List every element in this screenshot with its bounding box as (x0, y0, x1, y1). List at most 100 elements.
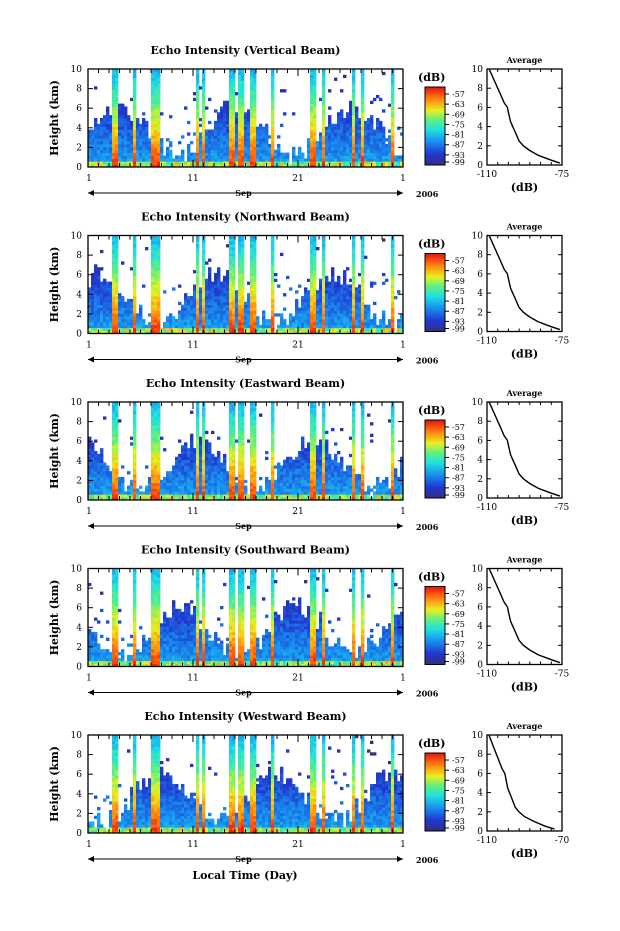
colorbar-tick-label: -57 (452, 90, 465, 99)
heatmap-cell (232, 149, 236, 153)
heatmap-cell (349, 155, 353, 159)
heatmap-cell (232, 94, 236, 99)
heatmap-cell (370, 115, 374, 119)
heatmap-cell (331, 275, 335, 280)
heatmap-cell (268, 321, 272, 326)
heatmap-cell (250, 158, 254, 162)
heatmap-cell (199, 118, 203, 122)
heatmap-cell (211, 479, 215, 484)
heatmap-cell (208, 319, 212, 323)
heatmap-cell (196, 138, 200, 142)
heatmap-cell (400, 327, 404, 332)
heatmap-cell (190, 471, 194, 475)
heatmap-cell (262, 161, 266, 165)
heatmap-cell (334, 321, 338, 326)
heatmap-cell (271, 402, 275, 406)
heatmap-cell (391, 261, 395, 265)
heatmap-cell (100, 249, 104, 254)
heatmap-cell (178, 164, 182, 168)
heatmap-cell (364, 143, 368, 148)
heatmap-cell (250, 74, 254, 79)
heatmap-cell (211, 298, 215, 303)
heatmap-cell (133, 407, 137, 412)
heatmap-cell (100, 471, 104, 475)
heatmap-cell (370, 132, 374, 136)
heatmap-cell (202, 427, 206, 432)
heatmap-cell (334, 310, 338, 314)
heatmap-cell (391, 258, 395, 262)
heatmap-cell (250, 471, 254, 475)
heatmap-cell (154, 491, 158, 495)
heatmap-cell (232, 270, 236, 274)
heatmap-cell (157, 290, 161, 294)
heatmap-cell (199, 152, 203, 156)
heatmap-cell (154, 86, 158, 90)
heatmap-cell (190, 410, 194, 414)
heatmap-cell (100, 485, 104, 489)
heatmap-cell (127, 316, 131, 320)
heatmap-cell (100, 474, 104, 478)
heatmap-cell (268, 324, 272, 329)
heatmap-cell (145, 141, 149, 145)
heatmap-cell (319, 293, 323, 297)
heatmap-cell (202, 324, 206, 329)
heatmap-cell (160, 327, 164, 332)
heatmap-cell (271, 482, 275, 486)
heatmap-cell (238, 258, 242, 262)
heatmap-cell (160, 161, 164, 165)
heatmap-cell (232, 278, 236, 283)
heatmap-cell (181, 451, 185, 455)
heatmap-cell (250, 103, 254, 107)
heatmap-cell (232, 161, 236, 165)
heatmap-cell (154, 402, 158, 406)
heatmap-cell (277, 152, 281, 156)
heatmap-cell (118, 120, 122, 125)
heatmap-cell (169, 319, 173, 323)
heatmap-cell (112, 155, 116, 159)
heatmap-cell (211, 494, 215, 498)
heatmap-cell (109, 298, 113, 303)
colorbar-tick-label: -99 (452, 158, 465, 167)
heatmap-cell (226, 138, 230, 142)
heatmap-cell (133, 324, 137, 329)
heatmap-cell (157, 316, 161, 320)
heatmap-cell (232, 298, 236, 303)
heatmap-cell (343, 304, 347, 308)
heatmap-cell (325, 290, 329, 294)
heatmap-cell (274, 158, 278, 162)
heatmap-cell (337, 293, 341, 297)
heatmap-cell (223, 103, 227, 107)
heatmap-cell (232, 485, 236, 489)
heatmap-cell (88, 287, 92, 291)
heatmap-cell (127, 485, 131, 489)
heatmap-cell (250, 316, 254, 320)
heatmap-cell (136, 158, 140, 162)
heatmap-cell (190, 152, 194, 156)
heatmap-cell (241, 474, 245, 478)
heatmap-cell (199, 132, 203, 136)
heatmap-cell (322, 298, 326, 303)
heatmap-cell (361, 310, 365, 314)
heatmap-cell (94, 281, 98, 285)
heatmap-cell (106, 293, 110, 297)
heatmap-cell (214, 126, 218, 130)
heatmap-cell (199, 298, 203, 303)
heatmap-cell (142, 155, 146, 159)
heatmap-cell (370, 146, 374, 151)
heatmap-cell (322, 281, 326, 285)
colorbar-tick-label: -93 (452, 151, 465, 160)
heatmap-cell (157, 129, 161, 133)
heatmap-cell (157, 425, 161, 429)
heatmap-cell (154, 120, 158, 125)
heatmap-cell (232, 402, 236, 406)
heatmap-cell (172, 330, 176, 334)
heatmap-cell (100, 488, 104, 492)
heatmap-cell (316, 307, 320, 311)
heatmap-cell (130, 126, 134, 130)
heatmap-cell (202, 436, 206, 440)
heatmap-cell (229, 327, 233, 332)
heatmap-cell (112, 281, 116, 285)
heatmap-cell (208, 270, 212, 274)
heatmap-cell (373, 321, 377, 326)
heatmap-cell (232, 164, 236, 168)
